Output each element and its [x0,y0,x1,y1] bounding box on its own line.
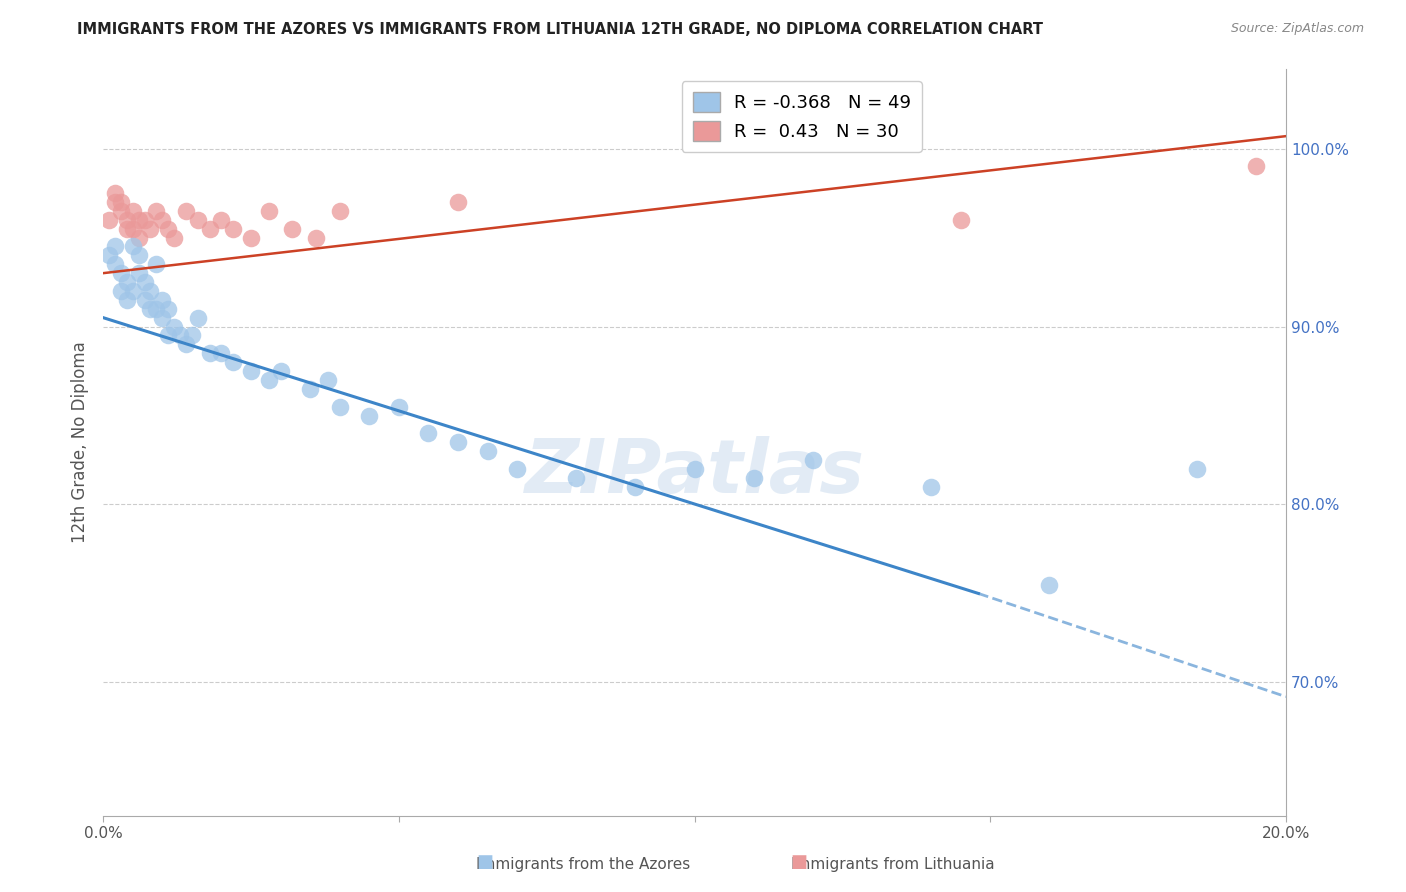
Point [150,212,173,227]
Point [174,337,197,351]
Point [115,275,138,289]
Point [134,275,156,289]
Point [477,444,499,458]
Point [198,346,221,360]
Point [139,221,162,235]
Point [128,212,150,227]
Point [565,471,588,485]
Point [163,230,186,244]
Point [104,239,127,253]
Point [157,328,180,343]
Point [98,248,121,262]
Text: Source: ZipAtlas.com: Source: ZipAtlas.com [1230,22,1364,36]
Point [920,480,942,494]
Point [222,221,245,235]
Point [187,212,209,227]
Point [174,203,197,218]
Point [240,364,263,378]
Legend: R = -0.368   N = 49, R =  0.43   N = 30: R = -0.368 N = 49, R = 0.43 N = 30 [682,81,922,152]
Point [115,212,138,227]
Point [683,462,706,476]
Point [115,221,138,235]
Point [104,257,127,271]
Point [115,293,138,307]
Point [624,480,647,494]
Point [121,203,143,218]
Point [447,435,470,450]
Text: IMMIGRANTS FROM THE AZORES VS IMMIGRANTS FROM LITHUANIA 12TH GRADE, NO DIPLOMA C: IMMIGRANTS FROM THE AZORES VS IMMIGRANTS… [77,22,1043,37]
Point [110,266,132,280]
Point [299,382,322,396]
Point [110,203,132,218]
Point [270,364,292,378]
Point [121,221,143,235]
Point [281,221,304,235]
Point [801,453,824,467]
Point [134,293,156,307]
Point [388,400,411,414]
Point [209,212,232,227]
Point [240,230,263,244]
Point [257,373,280,387]
Point [222,355,245,369]
Point [418,426,440,441]
Point [742,471,765,485]
Point [150,310,173,325]
Point [1038,577,1060,591]
Point [121,239,143,253]
Text: Immigrants from Lithuania: Immigrants from Lithuania [792,857,994,872]
Point [329,400,352,414]
Point [187,310,209,325]
Point [145,257,167,271]
Y-axis label: 12th Grade, No Diploma: 12th Grade, No Diploma [72,342,89,543]
Point [157,301,180,316]
Point [98,212,121,227]
Point [316,373,339,387]
Point [180,328,202,343]
Point [110,194,132,209]
Point [110,284,132,298]
Point [163,319,186,334]
Point [150,293,173,307]
Point [1246,160,1268,174]
Point [128,230,150,244]
Point [128,266,150,280]
Point [145,203,167,218]
Text: ZIPatlas: ZIPatlas [524,435,865,508]
Text: ■: ■ [477,853,494,871]
Point [128,248,150,262]
Point [506,462,529,476]
Point [1187,462,1209,476]
Point [104,186,127,200]
Point [305,230,328,244]
Point [145,301,167,316]
Point [104,194,127,209]
Point [359,409,381,423]
Point [257,203,280,218]
Text: Immigrants from the Azores: Immigrants from the Azores [477,857,690,872]
Point [329,203,352,218]
Point [209,346,232,360]
Point [139,301,162,316]
Point [949,212,972,227]
Point [134,212,156,227]
Point [198,221,221,235]
Point [447,194,470,209]
Point [157,221,180,235]
Point [139,284,162,298]
Point [169,328,191,343]
Point [121,284,143,298]
Text: ■: ■ [790,853,807,871]
